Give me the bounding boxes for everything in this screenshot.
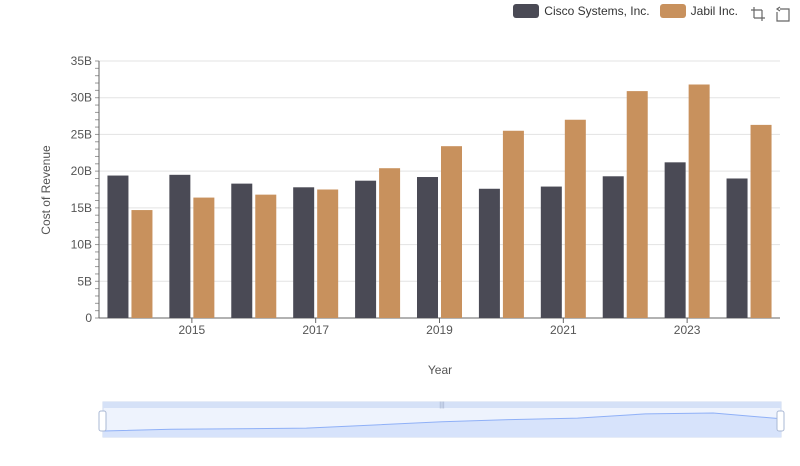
bar-cisco-2015 (169, 174, 191, 318)
x-tick-label: 2021 (550, 323, 577, 337)
legend-item-jabil[interactable]: Jabil Inc. (659, 4, 738, 18)
y-axis-title: Cost of Revenue (39, 145, 53, 235)
bar-jabil-2014 (131, 210, 153, 318)
bar-jabil-2019 (441, 146, 462, 318)
legend-label-cisco: Cisco Systems, Inc. (544, 4, 650, 18)
bar-jabil-2020 (502, 130, 524, 318)
bar-cisco-2018 (355, 180, 377, 318)
bar-cisco-2024 (726, 178, 748, 318)
bar-cisco-2019 (417, 177, 438, 318)
y-tick-label: 20B (71, 164, 92, 178)
slider-handle-left[interactable] (98, 410, 107, 432)
y-tick-label: 30B (71, 91, 92, 105)
bar-jabil-2023 (688, 84, 710, 318)
x-tick-label: 2017 (302, 323, 329, 337)
legend-label-jabil: Jabil Inc. (690, 4, 738, 18)
bar-jabil-2021 (564, 119, 586, 318)
bar-jabil-2024 (750, 124, 772, 318)
bar-cisco-2021 (540, 186, 562, 318)
bar-jabil-2022 (626, 91, 648, 318)
slider-selection-bar (103, 402, 781, 408)
zoom-icon[interactable] (750, 6, 766, 22)
bar-cisco-2022 (602, 176, 624, 318)
legend-item-cisco[interactable]: Cisco Systems, Inc. (513, 4, 650, 18)
bar-cisco-2014 (107, 175, 129, 318)
x-tick-label: 2019 (426, 323, 453, 337)
bar-jabil-2015 (193, 197, 215, 318)
legend-swatch-jabil (659, 4, 686, 18)
restore-icon[interactable] (774, 6, 790, 22)
toolbox (750, 6, 790, 22)
y-tick-label: 10B (71, 238, 92, 252)
slider-grip-icon: ||| (439, 402, 445, 409)
y-tick-label: 35B (71, 54, 92, 68)
bar-jabil-2016 (255, 194, 277, 318)
legend: Cisco Systems, Inc. Jabil Inc. (513, 4, 738, 18)
x-tick-label: 2023 (674, 323, 701, 337)
bar-jabil-2017 (317, 189, 339, 318)
bar-jabil-2018 (379, 168, 401, 318)
y-tick-label: 25B (71, 127, 92, 141)
slider-overview-line (102, 412, 782, 432)
x-axis-title: Year (428, 363, 452, 377)
x-tick-label: 2015 (179, 323, 206, 337)
y-tick-label: 15B (71, 201, 92, 215)
bar-cisco-2023 (664, 162, 686, 318)
bar-cisco-2017 (293, 187, 315, 318)
y-tick-label: 0 (85, 311, 92, 325)
slider-overview-area (103, 413, 781, 437)
legend-swatch-cisco (513, 4, 540, 18)
slider-handle-right[interactable] (776, 410, 785, 432)
y-tick-label: 5B (77, 274, 92, 288)
bar-cisco-2016 (231, 183, 253, 318)
bar-cisco-2020 (478, 188, 500, 318)
